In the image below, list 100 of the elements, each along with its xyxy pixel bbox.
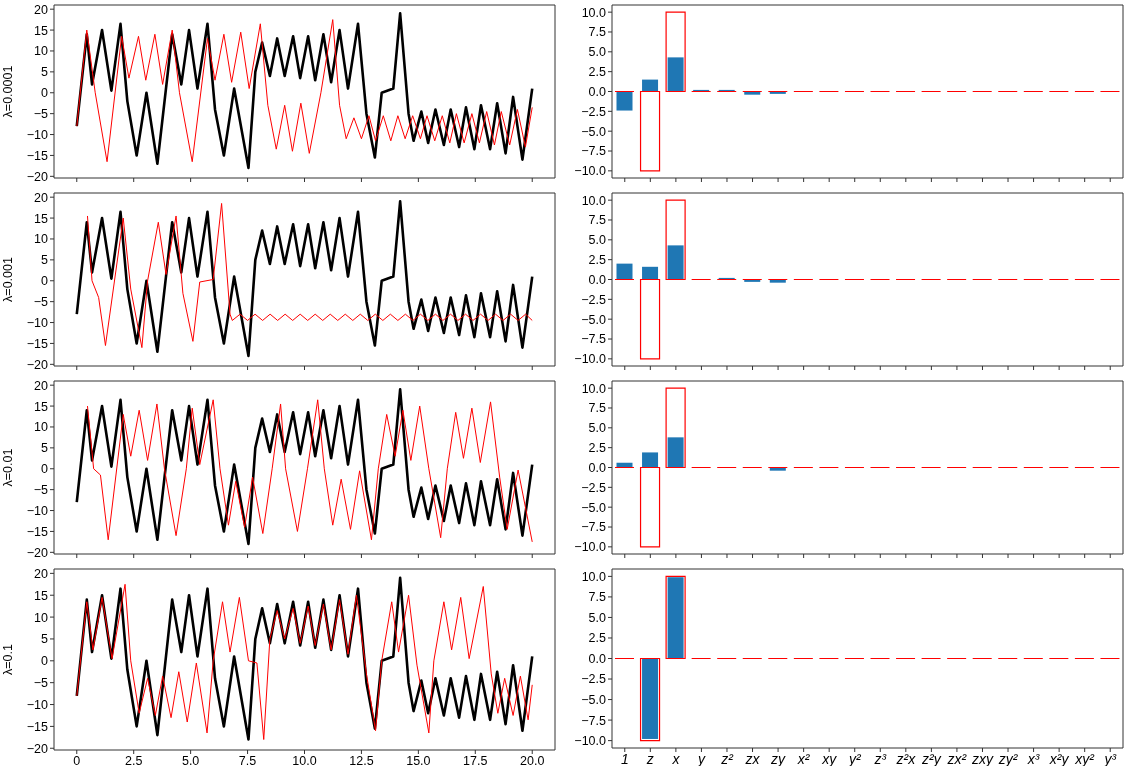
- y-axis-title: λ=0.001: [1, 257, 16, 302]
- y-tick-label: −2.5: [581, 672, 607, 687]
- bar: [667, 57, 684, 92]
- x-tick-label: x²: [796, 750, 811, 766]
- x-tick-label: 0: [73, 753, 81, 766]
- y-tick-label: −20: [26, 357, 49, 372]
- y-tick-label: 2.5: [588, 441, 607, 456]
- y-tick-label: 7.5: [588, 25, 607, 40]
- bar: [616, 91, 633, 111]
- y-tick-label: 20: [34, 2, 49, 17]
- bar: [639, 278, 661, 360]
- y-tick-label: −10: [26, 127, 49, 142]
- x-tick-label: 7.5: [238, 753, 257, 766]
- y-tick-label: 7.5: [588, 213, 607, 228]
- y-tick-label: −10: [26, 697, 49, 712]
- bar: [665, 199, 686, 281]
- y-axis-title: λ=0.0001: [1, 65, 16, 118]
- x-tick-label: 17.5: [463, 753, 488, 766]
- y-tick-label: −10: [26, 315, 49, 330]
- y-tick-label: 2.5: [588, 65, 607, 80]
- y-tick-label: 5.0: [588, 45, 607, 60]
- y-tick-label: 15: [34, 588, 49, 603]
- y-tick-label: −10.0: [574, 540, 607, 555]
- y-tick-label: 10: [34, 232, 49, 247]
- bar: [665, 11, 686, 93]
- y-tick-label: −20: [26, 169, 49, 184]
- y-tick-label: 5.0: [588, 610, 607, 625]
- bar: [642, 452, 659, 468]
- y-tick-label: −2.5: [581, 292, 607, 307]
- y-tick-label: 5: [41, 441, 49, 456]
- y-tick-label: 7.5: [588, 401, 607, 416]
- y-tick-label: 5: [41, 253, 49, 268]
- y-tick-label: 2.5: [588, 631, 607, 646]
- y-tick-label: −5: [33, 676, 49, 691]
- y-tick-label: 5.0: [588, 421, 607, 436]
- bar: [667, 245, 684, 280]
- y-tick-label: 0: [41, 274, 49, 289]
- y-tick-label: 0.0: [588, 84, 607, 99]
- y-tick-label: −5.0: [581, 312, 607, 327]
- y-tick-label: −2.5: [581, 104, 607, 119]
- x-tick-label: 5.0: [181, 753, 200, 766]
- x-tick-label: z²: [720, 750, 735, 766]
- x-tick-label: 15.0: [406, 753, 431, 766]
- x-tick-label: 10.0: [292, 753, 317, 766]
- y-tick-label: 15: [34, 23, 49, 38]
- x-tick-label: xy²: [1074, 750, 1096, 766]
- bar: [642, 266, 659, 280]
- y-tick-label: 15: [34, 399, 49, 414]
- x-tick-label: zx²: [946, 750, 968, 766]
- bar: [642, 79, 659, 92]
- bar: [616, 263, 633, 280]
- y-tick-label: 0: [41, 86, 49, 101]
- y-tick-label: 10: [34, 44, 49, 59]
- y-tick-label: 0: [41, 462, 49, 477]
- y-tick-label: −5.0: [581, 692, 607, 707]
- x-tick-label: zy²: [997, 750, 1019, 766]
- x-tick-label: 20.0: [520, 753, 545, 766]
- x-tick-label: z³: [873, 750, 887, 766]
- y-tick-label: 0: [41, 654, 49, 669]
- y-tick-label: 0.0: [588, 460, 607, 475]
- x-tick-label: z: [645, 750, 654, 766]
- y-tick-label: 0.0: [588, 651, 607, 666]
- y-tick-label: 15: [34, 211, 49, 226]
- y-tick-label: −10.0: [574, 352, 607, 367]
- y-tick-label: −20: [26, 741, 49, 756]
- y-tick-label: 20: [34, 378, 49, 393]
- y-tick-label: 0.0: [588, 272, 607, 287]
- x-tick-label: zy: [770, 750, 787, 766]
- y-tick-label: −7.5: [581, 713, 607, 728]
- y-tick-label: −2.5: [581, 480, 607, 495]
- y-tick-label: −15: [26, 148, 49, 163]
- x-tick-label: 2.5: [125, 753, 143, 766]
- x-tick-label: x: [671, 750, 681, 766]
- x-tick-label: x³: [1026, 750, 1040, 766]
- y-tick-label: −15: [26, 719, 49, 734]
- x-tick-label: y³: [1103, 750, 1117, 766]
- bar: [639, 466, 661, 548]
- x-tick-label: 1: [620, 750, 629, 766]
- y-tick-label: 10.0: [581, 569, 607, 584]
- y-tick-label: −5: [33, 295, 49, 310]
- y-tick-label: 10: [34, 420, 49, 435]
- x-tick-label: x²y: [1048, 750, 1070, 766]
- y-tick-label: 10.0: [581, 381, 607, 396]
- y-tick-label: −10.0: [574, 164, 607, 179]
- y-axis-title: λ=0.1: [1, 643, 16, 675]
- bar: [667, 437, 684, 468]
- y-tick-label: 20: [34, 566, 49, 581]
- x-tick-label: xy: [821, 750, 838, 766]
- y-tick-label: 10.0: [581, 5, 607, 20]
- y-tick-label: 5: [41, 65, 49, 80]
- x-tick-label: y: [696, 750, 706, 766]
- bar: [639, 90, 661, 172]
- y-tick-label: −5: [33, 107, 49, 122]
- y-tick-label: −15: [26, 524, 49, 539]
- y-tick-label: −10: [26, 503, 49, 518]
- x-tick-label: z²y: [921, 750, 942, 766]
- y-tick-label: −7.5: [581, 332, 607, 347]
- y-tick-label: 20: [34, 190, 49, 205]
- y-tick-label: −20: [26, 545, 49, 560]
- y-tick-label: −7.5: [581, 144, 607, 159]
